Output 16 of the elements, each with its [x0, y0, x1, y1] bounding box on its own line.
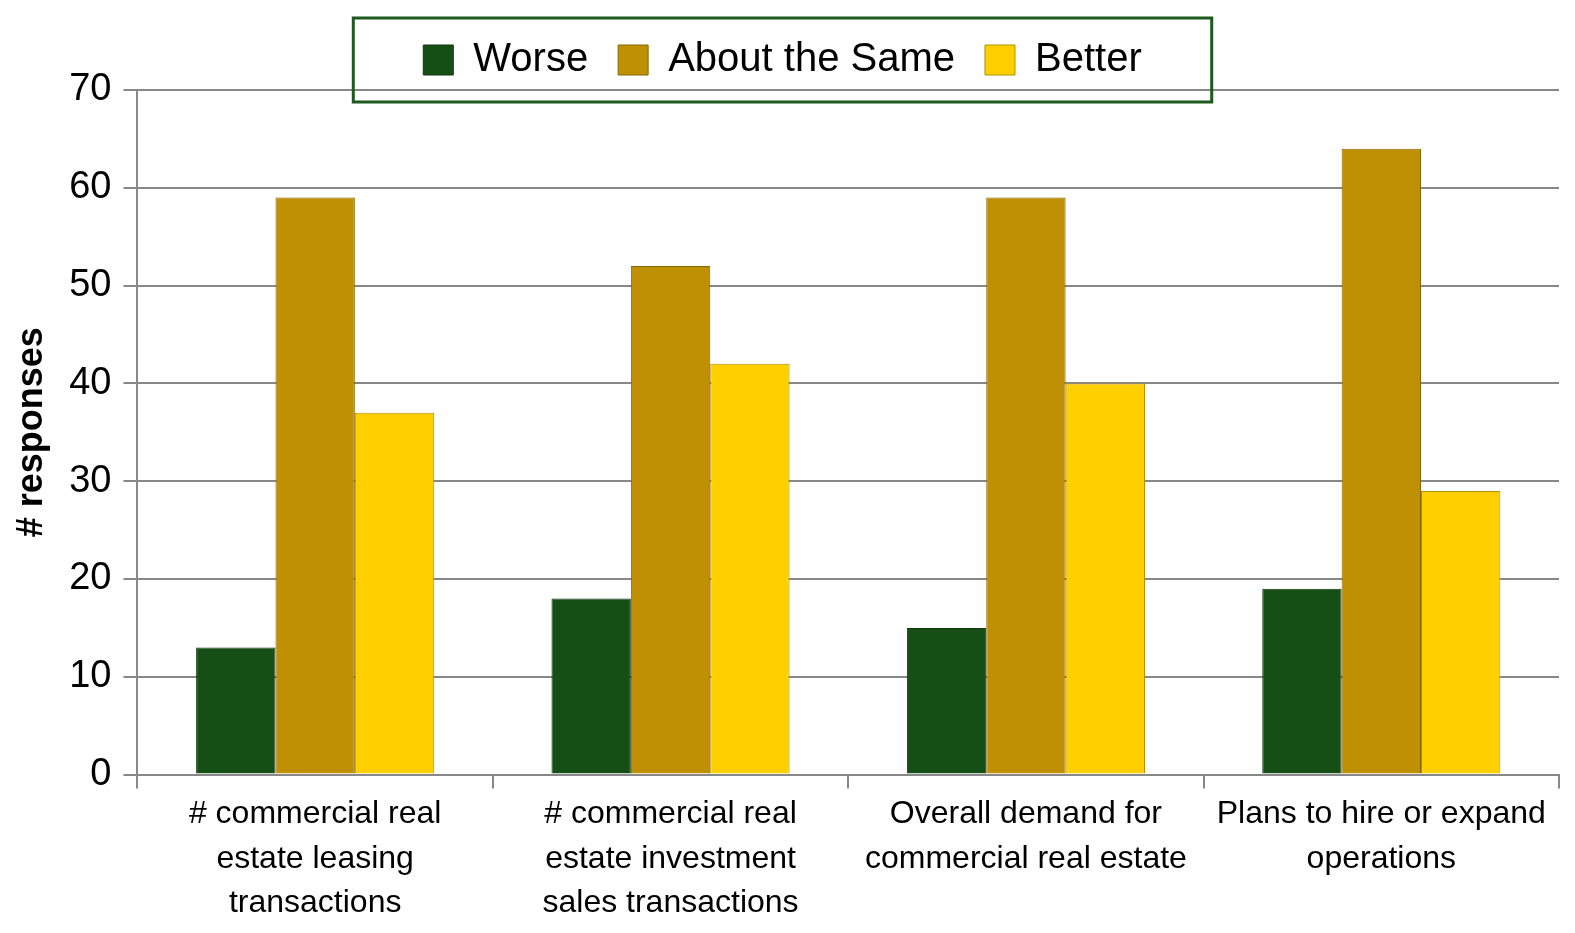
y-tick-label: 60	[69, 164, 112, 207]
legend-label: About the Same	[668, 35, 955, 80]
legend-label: Worse	[473, 35, 589, 80]
y-tick-label: 0	[90, 751, 112, 794]
y-axis-title: # responses	[8, 327, 50, 538]
y-tick-label: 30	[69, 457, 112, 500]
y-tick-label: 40	[69, 359, 112, 402]
y-tick-label: 20	[69, 555, 112, 598]
y-tick-label: 50	[69, 262, 112, 305]
x-tick-label: # commercial real estate leasing transactions	[188, 793, 442, 920]
y-tick-label: 10	[69, 653, 112, 696]
x-tick-label: Plans to hire or expand operations	[1216, 793, 1546, 875]
y-tick-label: 70	[69, 66, 112, 109]
legend-label: Better	[1034, 35, 1142, 80]
x-tick-label: Overall demand for commercial real estate	[864, 793, 1187, 875]
x-tick-label: # commercial real estate investment sales transactions	[542, 793, 799, 920]
